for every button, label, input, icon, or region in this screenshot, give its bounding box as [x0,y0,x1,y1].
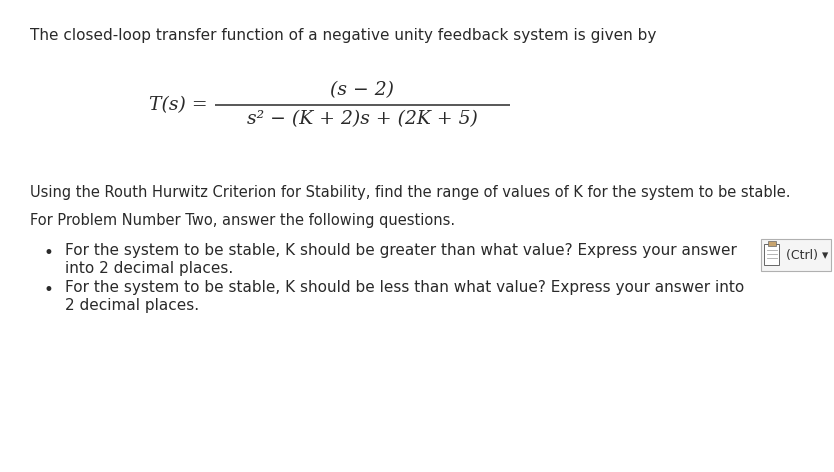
Text: s² − (K + 2)s + (2K + 5): s² − (K + 2)s + (2K + 5) [247,110,478,128]
FancyBboxPatch shape [765,244,780,264]
Text: For the system to be stable, K should be less than what value? Express your answ: For the system to be stable, K should be… [65,280,744,295]
Text: •: • [43,244,53,262]
Text: The closed-loop transfer function of a negative unity feedback system is given b: The closed-loop transfer function of a n… [30,28,656,43]
FancyBboxPatch shape [768,241,776,246]
Text: •: • [43,281,53,299]
Text: 2 decimal places.: 2 decimal places. [65,298,199,313]
Text: into 2 decimal places.: into 2 decimal places. [65,261,234,276]
Text: For Problem Number Two, answer the following questions.: For Problem Number Two, answer the follo… [30,213,455,228]
FancyBboxPatch shape [761,239,831,271]
Text: T(s) =: T(s) = [149,96,208,114]
Text: (s − 2): (s − 2) [330,81,394,99]
Text: For the system to be stable, K should be greater than what value? Express your a: For the system to be stable, K should be… [65,243,737,258]
Text: Using the Routh Hurwitz Criterion for Stability, find the range of values of K f: Using the Routh Hurwitz Criterion for St… [30,185,791,200]
Text: (Ctrl) ▾: (Ctrl) ▾ [782,248,828,261]
